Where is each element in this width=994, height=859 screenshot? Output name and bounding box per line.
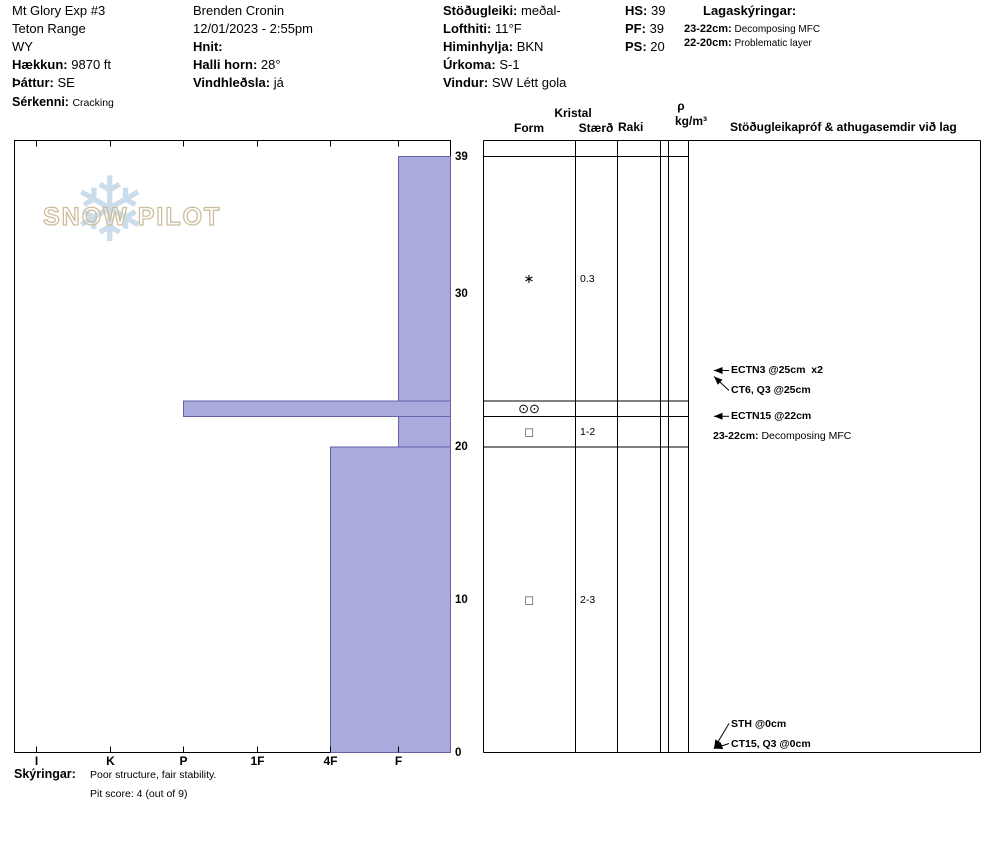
field-value: BKN: [516, 39, 544, 54]
hardness-tick-label: K: [106, 754, 115, 768]
field-label: Hnit:: [193, 39, 223, 54]
field-label: Vindur:: [443, 75, 489, 90]
field-label: Úrkoma:: [443, 57, 496, 72]
depth-tick-label: 20: [455, 440, 468, 453]
field-value: 9870 ft: [71, 57, 112, 72]
kristal-header: Kristal: [554, 106, 592, 120]
layer-annotation: CT15, Q3 @0cm: [731, 737, 811, 750]
field-hs: HS: 39: [625, 3, 666, 19]
depth-tick-label: 30: [455, 288, 468, 301]
layer-annotation: ECTN3 @25cm x2: [731, 364, 823, 377]
pit-score: Pit score: 4 (out of 9): [90, 788, 188, 800]
snow-layer-bar: [330, 446, 451, 753]
field-value: 39: [651, 3, 666, 18]
field-stability: Stöðugleiki: meðal-: [443, 3, 561, 19]
field-value: 20: [650, 39, 665, 54]
hardness-tick-label: 1F: [250, 754, 265, 768]
field-ps: PS: 20: [625, 39, 665, 55]
pit-title: Mt Glory Exp #3: [12, 3, 106, 18]
layer-note-label: 23-22cm:: [684, 23, 732, 35]
field-label: Þáttur:: [12, 75, 54, 90]
layer-annotation: CT6, Q3 @25cm: [731, 384, 811, 397]
field-slope-angle: Halli horn: 28°: [193, 57, 281, 73]
depth-tick-label: 39: [455, 150, 468, 163]
field-value: SW Létt gola: [491, 75, 567, 90]
field-sky-cover: Himinhylja: BKN: [443, 39, 544, 55]
layer-annotation: ECTN15 @22cm: [731, 410, 812, 423]
field-label: Vindhleðsla:: [193, 75, 271, 90]
grain-form-symbol: ⊙⊙: [518, 400, 540, 416]
layer-note: 23-22cm: Decomposing MFC: [684, 23, 820, 36]
layer-note-value: Decomposing MFC: [734, 24, 821, 35]
field-wind: Vindur: SW Létt gola: [443, 75, 567, 91]
field-wind-loading: Vindhleðsla: já: [193, 75, 284, 91]
field-value: S-1: [499, 57, 520, 72]
field-value: já: [273, 75, 284, 90]
hardness-tick-label: F: [394, 754, 403, 768]
layer-note-value: Problematic layer: [734, 38, 812, 49]
density-unit-header: kg/m³: [674, 114, 708, 128]
annotation-arrow: [713, 376, 730, 391]
grain-size-label: 2-3: [580, 593, 596, 606]
field-value: Cracking: [72, 97, 114, 109]
pit-datetime: 12/01/2023 - 2:55pm: [193, 21, 313, 36]
grain-form-symbol: □: [525, 424, 533, 440]
table-grid: [14, 140, 981, 753]
field-label: Hækkun:: [12, 57, 68, 72]
grain-size-label: 0.3: [580, 272, 595, 285]
raki-column-header: Raki: [618, 120, 644, 134]
grain-form-symbol: □: [525, 592, 533, 608]
pit-range: Teton Range: [12, 21, 86, 36]
density-symbol-header: ρ: [677, 99, 685, 113]
field-label: Stöðugleiki:: [443, 3, 518, 18]
field-label: Lofthiti:: [443, 21, 492, 36]
observer-name: Brenden Cronin: [193, 3, 285, 18]
field-pf: PF: 39: [625, 21, 665, 37]
grain-size-label: 1-2: [580, 425, 596, 438]
field-label: Himinhylja:: [443, 39, 514, 54]
size-column-header: Stærð: [578, 121, 614, 135]
pit-state: WY: [12, 39, 33, 54]
depth-tick-label: 0: [455, 746, 462, 759]
comments-text: Poor structure, fair stability.: [90, 769, 217, 781]
layer-note-label: 22-20cm:: [684, 37, 732, 49]
field-elevation: Hækkun: 9870 ft: [12, 57, 112, 73]
field-label: Halli horn:: [193, 57, 258, 72]
hardness-tick-label: 4F: [323, 754, 338, 768]
field-label: HS:: [625, 3, 648, 18]
hardness-tick-label: P: [179, 754, 188, 768]
field-special-conditions: Sérkenni: Cracking: [12, 95, 114, 109]
snowpilot-watermark: SNOW PILOT: [42, 202, 222, 231]
field-label: Sérkenni:: [12, 95, 69, 109]
field-value: 11°F: [495, 21, 522, 36]
field-label: PS:: [625, 39, 647, 54]
comments-label: Skýringar:: [14, 767, 76, 781]
field-coordinates: Hnit:: [193, 39, 223, 55]
grain-form-symbol: ∗: [523, 270, 535, 286]
form-column-header: Form: [514, 121, 544, 135]
annotation-arrow: [713, 742, 730, 750]
snow-layer-bar: [398, 415, 451, 448]
tests-column-header: Stöðugleikapróf & athugasemdir við lag: [730, 120, 957, 134]
field-value: meðal-: [521, 3, 561, 18]
hardness-tick-label: I: [34, 754, 39, 768]
depth-tick-label: 10: [455, 593, 468, 606]
field-precip: Úrkoma: S-1: [443, 57, 520, 73]
layer-annotation: 23-22cm: Decomposing MFC: [713, 430, 852, 443]
layer-notes-title: Lagaskýringar:: [703, 3, 797, 18]
field-value: 39: [649, 21, 665, 36]
snow-layer-bar: [183, 400, 451, 417]
field-value: 28°: [260, 57, 281, 72]
layer-note: 22-20cm: Problematic layer: [684, 37, 812, 50]
field-air-temp: Lofthiti: 11°F: [443, 21, 522, 37]
snow-layer-bar: [398, 156, 451, 402]
field-label: PF:: [625, 21, 646, 36]
field-aspect: Þáttur: SE: [12, 75, 75, 91]
annotation-arrow: [713, 723, 730, 749]
field-value: SE: [57, 75, 75, 90]
layer-annotation: STH @0cm: [731, 717, 787, 730]
